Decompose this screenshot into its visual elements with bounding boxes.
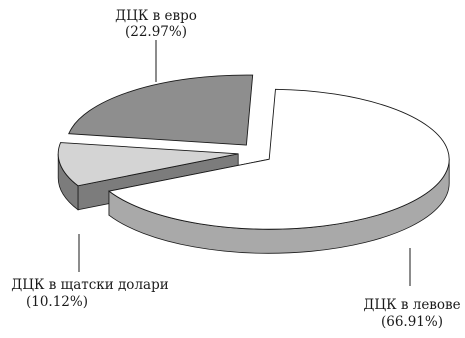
label-usd-name: ДЦК в щатски долари [11,277,168,293]
slice-usd-top [57,142,239,187]
label-eur-name: ДЦК в евро [115,8,197,24]
label-usd-pct: (10.12%) [26,294,88,310]
label-leva-pct: (66.91%) [381,314,443,330]
slice-labels: ДЦК в евро (22.97%) ДЦК в щатски долари … [11,8,460,330]
leader-lines [78,40,411,286]
slice-leva-top [107,88,450,230]
label-eur-pct: (22.97%) [125,24,187,40]
label-leva-name: ДЦК в левове [363,297,460,313]
slice-leva [107,88,450,254]
slice-eur [68,74,254,146]
slice-eur-top [68,74,254,146]
slices-layer [57,74,450,254]
